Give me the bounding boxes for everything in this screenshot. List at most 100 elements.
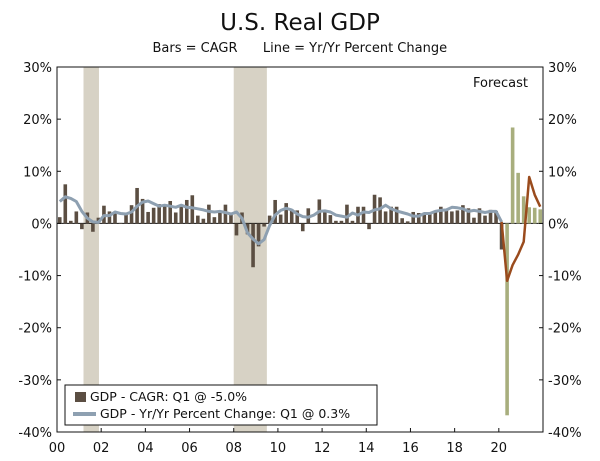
plot-frame: [56, 66, 544, 433]
legend-label-cagr: GDP - CAGR: Q1 @ -5.0%: [90, 389, 247, 404]
bar-cagr: [394, 206, 399, 224]
bar-cagr: [295, 210, 300, 224]
bar-cagr: [113, 213, 117, 224]
bar-cagr: [367, 223, 371, 230]
bar-cagr: [477, 208, 482, 224]
bar-cagr: [234, 223, 239, 236]
bar-cagr: [499, 223, 504, 250]
bar-cagr: [472, 217, 476, 224]
y-tick-label-right: -40%: [548, 426, 582, 441]
bar-cagr-forecast: [516, 172, 520, 224]
line-yoy-forecast: [500, 175, 542, 283]
bar-cagr-forecast: [505, 223, 509, 416]
bar-cagr: [439, 206, 443, 224]
bar-cagr: [444, 208, 449, 224]
bar-cagr: [488, 209, 493, 224]
legend-box: [64, 384, 378, 426]
bar-cagr: [91, 223, 95, 232]
bar-cagr: [124, 212, 128, 224]
bar-cagr: [57, 217, 62, 224]
bar-cagr: [80, 223, 84, 230]
bar-cagr: [361, 206, 366, 224]
y-tick-label-right: 30%: [548, 61, 577, 76]
bar-cagr: [378, 197, 382, 224]
bar-cagr: [461, 205, 465, 224]
bar-cagr: [229, 213, 233, 224]
bar-cagr: [74, 211, 79, 224]
bar-cagr: [201, 218, 206, 224]
bar-cagr: [267, 215, 272, 224]
bar-cagr: [107, 211, 112, 224]
bar-cagr: [184, 199, 189, 224]
bar-cagr: [383, 211, 388, 224]
bar-cagr: [466, 208, 471, 224]
x-tick-label: 06: [181, 441, 198, 456]
x-tick-label: 20: [491, 441, 508, 456]
bar-cagr: [411, 211, 416, 224]
line-yoy: [58, 195, 503, 246]
chart-subtitle-bars: Bars = CAGR: [152, 41, 237, 56]
bar-cagr: [262, 223, 266, 227]
bar-cagr: [212, 217, 217, 224]
x-tick-label: 18: [446, 441, 463, 456]
bar-cagr: [251, 223, 255, 268]
legend-label-yoy: GDP - Yr/Yr Percent Change: Q1 @ 0.3%: [100, 406, 350, 421]
bar-cagr: [256, 223, 261, 247]
bar-cagr: [63, 184, 68, 224]
x-tick-label: 00: [49, 441, 66, 456]
bar-cagr: [427, 214, 432, 224]
bar-cagr: [416, 213, 421, 224]
recession-shade-2: [233, 67, 267, 432]
bar-cagr-forecast: [538, 209, 543, 224]
bar-cagr: [339, 220, 344, 224]
bar-cagr: [173, 212, 178, 224]
legend-bar-swatch: [75, 392, 86, 402]
bar-cagr: [69, 220, 73, 224]
bar-cagr: [400, 218, 404, 224]
bar-cagr: [196, 215, 200, 224]
bar-cagr: [334, 220, 338, 224]
y-tick-label-left: 0%: [31, 217, 52, 232]
bar-cagr: [129, 205, 134, 224]
y-tick-label-left: -20%: [18, 322, 52, 337]
bar-cagr: [157, 204, 161, 224]
bar-cagr: [179, 205, 184, 224]
bar-cagr-forecast: [532, 207, 537, 224]
x-tick-label: 14: [358, 441, 375, 456]
y-tick-label-right: -10%: [548, 270, 582, 285]
recession-shade-1: [83, 67, 99, 432]
y-tick-label-left: 20%: [23, 113, 52, 128]
bar-cagr: [433, 211, 438, 224]
chart-title: U.S. Real GDP: [220, 10, 380, 36]
x-tick-label: 08: [225, 441, 242, 456]
x-tick-label: 12: [314, 441, 331, 456]
bar-cagr-forecast: [521, 196, 526, 224]
bar-cagr: [218, 211, 222, 224]
y-tick-label-right: -30%: [548, 374, 582, 389]
y-tick-label-left: -30%: [18, 374, 52, 389]
y-tick-label-left: 10%: [23, 165, 52, 180]
x-tick-label: 16: [402, 441, 419, 456]
bar-cagr: [168, 201, 173, 224]
bar-cagr-forecast: [510, 127, 515, 224]
bar-cagr: [483, 215, 487, 224]
bar-cagr: [162, 205, 167, 224]
bar-cagr: [494, 210, 498, 224]
bar-cagr: [345, 204, 349, 224]
bar-cagr: [405, 221, 410, 224]
bar-cagr: [455, 210, 460, 224]
x-tick-label: 02: [93, 441, 110, 456]
y-tick-label-right: 0%: [548, 217, 569, 232]
bar-cagr: [151, 207, 156, 224]
forecast-label: Forecast: [473, 76, 528, 91]
bar-cagr: [328, 215, 333, 224]
chart-subtitle-line: Line = Yr/Yr Percent Change: [263, 41, 447, 56]
bar-cagr: [190, 195, 195, 224]
bar-cagr: [146, 211, 150, 224]
bar-cagr: [389, 206, 393, 224]
bar-cagr: [278, 214, 283, 224]
bar-cagr: [350, 220, 355, 224]
x-tick-label: 04: [137, 441, 154, 456]
